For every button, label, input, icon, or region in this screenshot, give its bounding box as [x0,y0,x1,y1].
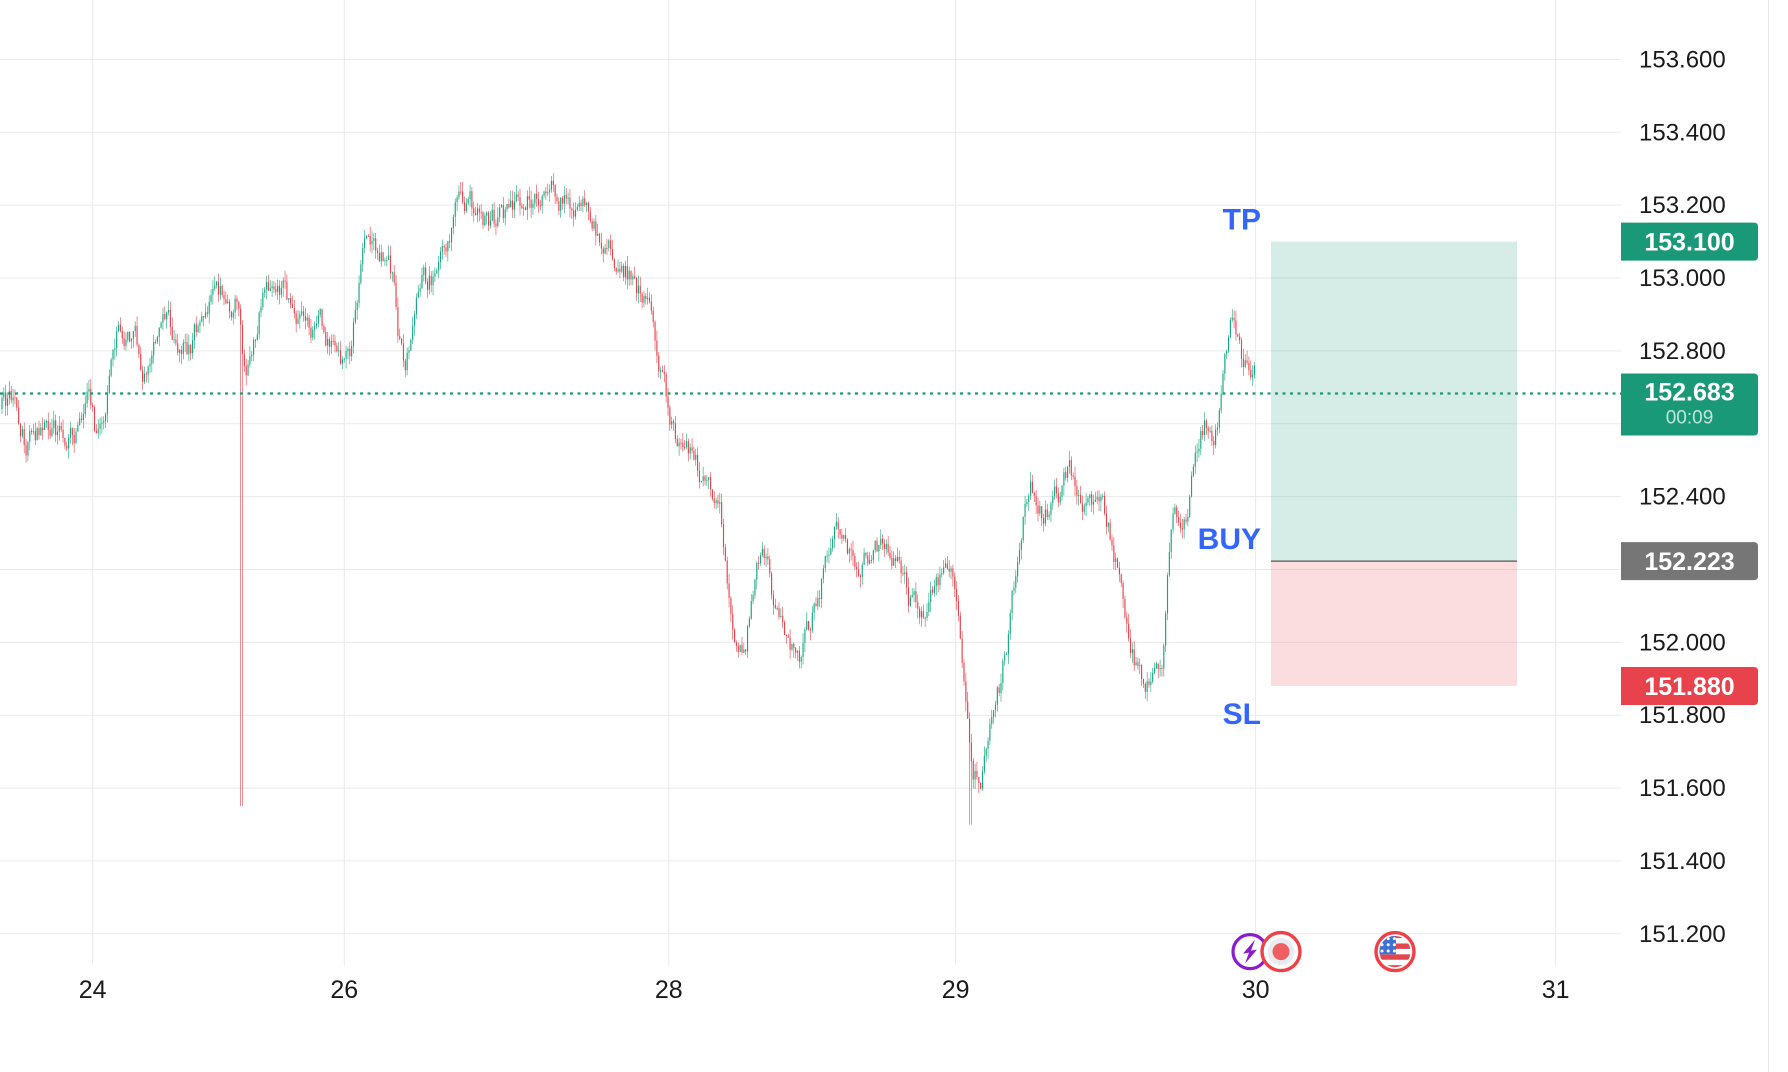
svg-text:26: 26 [330,976,358,1004]
svg-text:SL: SL [1223,698,1261,731]
svg-text:151.600: 151.600 [1639,775,1726,802]
svg-text:151.200: 151.200 [1639,921,1726,948]
svg-text:153.400: 153.400 [1639,119,1726,146]
svg-text:151.400: 151.400 [1639,848,1726,875]
svg-text:31: 31 [1542,976,1570,1004]
svg-text:30: 30 [1242,976,1270,1004]
svg-text:29: 29 [942,976,970,1004]
svg-text:151.800: 151.800 [1639,702,1726,729]
svg-text:TP: TP [1223,204,1261,237]
svg-text:152.800: 152.800 [1639,338,1726,365]
svg-text:24: 24 [79,976,107,1004]
svg-text:BUY: BUY [1198,523,1261,556]
svg-text:152.223: 152.223 [1644,548,1734,576]
svg-text:153.600: 153.600 [1639,46,1726,73]
svg-text:152.000: 152.000 [1639,629,1726,656]
svg-text:00:09: 00:09 [1666,408,1714,429]
svg-text:28: 28 [655,976,683,1004]
svg-text:152.683: 152.683 [1644,379,1734,407]
svg-text:151.880: 151.880 [1644,673,1734,701]
svg-text:152.400: 152.400 [1639,484,1726,511]
svg-text:153.000: 153.000 [1639,265,1726,292]
svg-text:153.100: 153.100 [1644,229,1734,257]
svg-text:153.200: 153.200 [1639,192,1726,219]
